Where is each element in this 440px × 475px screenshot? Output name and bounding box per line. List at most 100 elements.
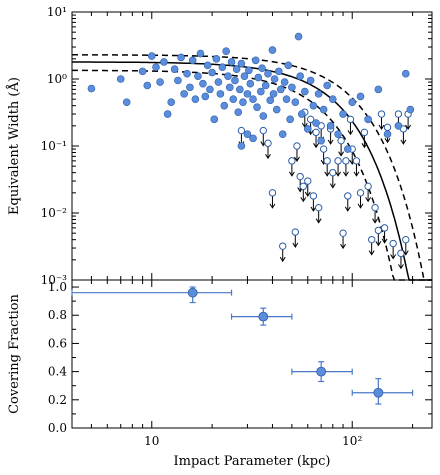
upper-limit-arrowhead — [292, 242, 299, 248]
upper-limit-arrowhead — [357, 203, 364, 209]
detection-point — [291, 98, 300, 107]
detection-point — [245, 66, 253, 75]
upper-limit-arrowhead — [375, 241, 382, 247]
covering-fraction-point — [258, 311, 269, 322]
detection-point — [156, 78, 164, 86]
detection-point — [343, 145, 352, 153]
y-tick-label: 0.2 — [48, 393, 67, 407]
upper-limit-point — [367, 235, 376, 244]
equivalent-width-panel: 10⁻³ 10⁻² 10⁻¹ 10⁰ 10¹ Equivalent Width (Å) — [6, 5, 433, 287]
detection-point — [216, 90, 225, 98]
detection-point — [210, 115, 219, 124]
y-tick-label: 0.6 — [48, 336, 67, 350]
upper-limit-arrowhead — [365, 197, 372, 203]
upper-limit-point — [259, 126, 267, 135]
top-tick-labels: 10⁻³ 10⁻² 10⁻¹ 10⁰ 10¹ — [41, 5, 68, 287]
upper-limit-point — [293, 142, 301, 150]
detection-point — [312, 119, 320, 127]
detection-point — [180, 90, 188, 98]
detection-point — [167, 98, 175, 107]
detection-point — [237, 59, 246, 68]
detection-point — [236, 85, 244, 94]
detection-point — [329, 95, 337, 103]
detection-point — [249, 95, 257, 103]
detection-point — [206, 85, 214, 94]
detection-point — [231, 76, 239, 85]
upper-limit-point — [402, 235, 410, 244]
detection-point — [147, 52, 156, 60]
bottom-y-axis-label: Covering Fraction — [7, 293, 22, 413]
upper-limit-arrowhead — [353, 171, 360, 177]
upper-limit-point — [374, 226, 383, 235]
upper-limit-point — [346, 115, 355, 124]
upper-limit-arrowhead — [398, 264, 404, 270]
detection-point — [364, 115, 372, 124]
upper-limit-arrowhead — [390, 254, 397, 260]
detection-point — [306, 76, 315, 85]
upper-limit-point — [364, 182, 372, 191]
upper-limit-point — [291, 228, 299, 236]
detection-point — [383, 130, 392, 139]
top-y-axis-label: Equivalent Width (Å) — [6, 77, 22, 215]
upper-limit-arrowhead — [372, 218, 378, 224]
fit-curves — [72, 54, 432, 281]
upper-limit-arrowhead — [313, 143, 319, 149]
detection-point — [348, 98, 357, 107]
upper-limit-point — [339, 229, 347, 237]
upper-limit-point — [342, 157, 350, 165]
detection-point — [282, 95, 291, 103]
covering-fraction-point — [316, 366, 327, 377]
detection-point — [257, 87, 265, 96]
detection-point — [122, 98, 131, 107]
upper-limit-point — [299, 182, 307, 191]
detection-point — [270, 75, 279, 83]
detection-point — [174, 76, 182, 85]
detection-point — [297, 110, 306, 118]
y-tick-label: 1.0 — [48, 280, 67, 294]
detection-point — [234, 108, 243, 116]
upper-limit-point — [344, 192, 352, 200]
detection-point — [199, 79, 207, 88]
detection-point — [288, 83, 296, 92]
upper-limit-point — [323, 157, 331, 165]
y-tick-label: 10¹ — [47, 5, 67, 19]
detection-point — [243, 90, 252, 98]
bottom-tick-labels: 10 10² 0.0 0.2 0.4 0.6 0.8 1.0 — [48, 280, 363, 448]
upper-limit-arrowhead — [405, 124, 412, 130]
bottom-axis-ticks — [71, 280, 432, 429]
y-tick-label: 0.4 — [48, 365, 67, 379]
top-axis-ticks — [71, 11, 432, 281]
detection-point — [309, 101, 318, 110]
detection-point — [296, 72, 304, 81]
detection-point — [266, 96, 275, 105]
y-tick-label: 10⁻¹ — [41, 139, 67, 153]
fit-curve-dashed — [72, 69, 432, 281]
detection-point — [239, 98, 247, 107]
detection-point — [177, 53, 185, 62]
upper-limit-point — [319, 145, 328, 153]
detection-point — [254, 73, 263, 82]
detection-point — [243, 130, 252, 139]
upper-limit-point — [309, 192, 318, 200]
detection-point — [253, 103, 261, 111]
upper-limit-point — [288, 157, 296, 165]
detection-point — [186, 83, 194, 92]
upper-limit-point — [356, 189, 365, 197]
upper-limit-arrowhead — [400, 139, 407, 145]
upper-limit-point — [329, 168, 337, 177]
detection-point — [160, 58, 168, 66]
detection-point — [268, 46, 277, 54]
detection-point — [194, 72, 202, 81]
detection-point — [188, 56, 197, 65]
detection-point — [278, 130, 287, 139]
upper-limit-point — [383, 123, 392, 132]
upper-limit-point — [296, 172, 304, 181]
detection-point — [246, 79, 255, 88]
detection-point — [227, 58, 236, 66]
upper-limit-arrowhead — [361, 143, 368, 149]
upper-limit-arrowhead — [327, 139, 334, 145]
detection-point — [276, 85, 285, 94]
detection-point — [286, 115, 294, 124]
x-axis-label: Impact Parameter (kpc) — [174, 454, 331, 469]
detection-point — [220, 101, 229, 110]
